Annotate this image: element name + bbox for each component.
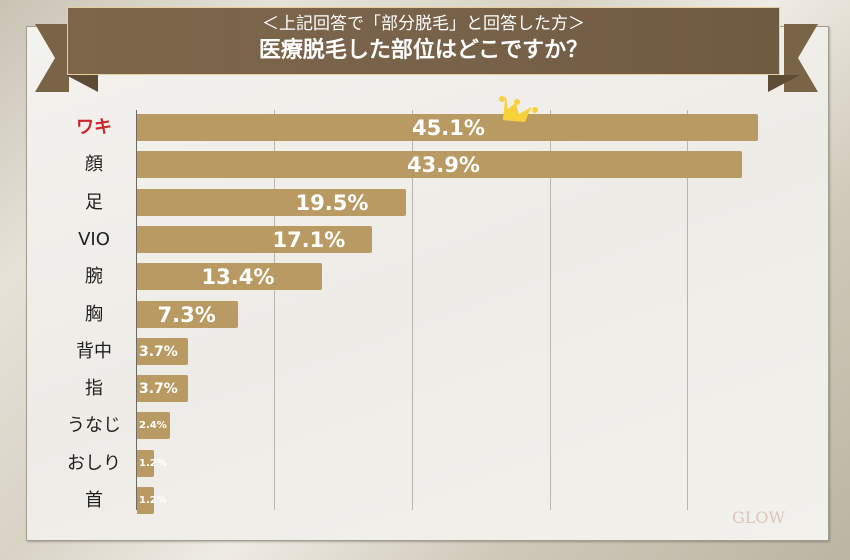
- category-label: 顔: [85, 154, 103, 176]
- bar: [137, 449, 154, 477]
- gridline-10: [274, 110, 275, 510]
- value-label: 13.4%: [201, 265, 275, 290]
- category-label: うなじ: [67, 415, 121, 437]
- category-label: ワキ: [76, 117, 112, 138]
- category-label: 胸: [85, 303, 103, 325]
- title-banner: ＜上記回答で「部分脱毛」と回答した方＞ 医療脱毛した部位はどこですか？: [67, 7, 780, 75]
- bar: [137, 114, 759, 141]
- gridline-40: [687, 110, 688, 510]
- chart-row: おしり 1.2%: [0, 449, 850, 478]
- chart-subtitle: ＜上記回答で「部分脱毛」と回答した方＞: [262, 14, 585, 34]
- chart-row: うなじ 2.4%: [0, 412, 850, 440]
- value-label: 43.9%: [407, 153, 480, 178]
- value-label: 19.5%: [295, 190, 369, 215]
- category-label: 首: [85, 490, 103, 511]
- category-label: 背中: [76, 340, 112, 362]
- bar: [137, 225, 373, 253]
- value-label: 1.2%: [139, 495, 167, 506]
- value-label: 45.1%: [412, 116, 485, 140]
- category-label: 指: [85, 378, 103, 400]
- category-label: 足: [85, 191, 103, 213]
- crown-icon: [499, 94, 538, 122]
- bar: [137, 188, 406, 216]
- value-label: 3.7%: [139, 343, 178, 360]
- chart-row: 顔 43.9%: [0, 151, 850, 179]
- chart-row: 胸 7.3%: [0, 300, 850, 329]
- chart-row: 首 1.2%: [0, 487, 850, 515]
- chart-row: 足 19.5%: [0, 188, 850, 217]
- value-label: 2.4%: [139, 420, 167, 432]
- bar: [137, 375, 188, 403]
- bar: [137, 487, 154, 514]
- gridline-30: [550, 110, 551, 510]
- value-label: 7.3%: [157, 302, 216, 327]
- bar: [137, 412, 171, 440]
- gridline-20: [412, 110, 413, 510]
- category-label: おしり: [67, 452, 121, 474]
- chart-row: ワキ 45.1%: [0, 114, 850, 142]
- value-label: 17.1%: [272, 227, 346, 252]
- bar: [137, 151, 742, 179]
- bar: [137, 337, 188, 365]
- bar: [137, 300, 238, 328]
- value-label: 1.2%: [139, 457, 167, 469]
- bar: [137, 263, 322, 291]
- chart-row: 指 3.7%: [0, 375, 850, 403]
- y-axis: [136, 110, 137, 510]
- glow-logo: GLOW: [732, 508, 785, 527]
- chart-row: 背中 3.7%: [0, 337, 850, 366]
- category-label: 腕: [85, 266, 103, 288]
- chart-row: VIO 17.1%: [0, 225, 850, 254]
- chart-row: 腕 13.4%: [0, 263, 850, 291]
- chart-title: 医療脱毛した部位はどこですか？: [258, 37, 589, 63]
- value-label: 3.7%: [139, 381, 178, 398]
- category-label: VIO: [78, 228, 110, 250]
